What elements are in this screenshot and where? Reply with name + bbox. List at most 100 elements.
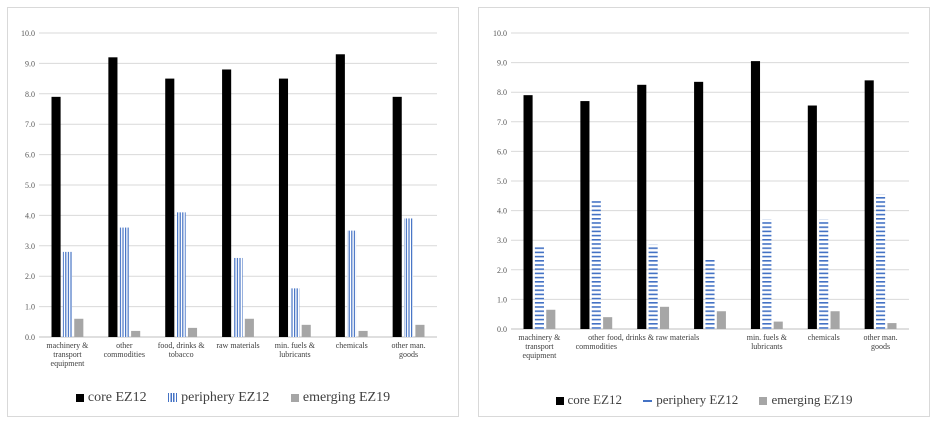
chart-left-plot: 0.0 1.0 2.0 3.0 4.0 5.0 6.0 7.0 8.0 9.0 10.0 machin…	[21, 29, 437, 368]
y-tick-label: 9.0	[497, 59, 507, 68]
y-tick-label: 1.0	[25, 303, 35, 312]
bar-periphery	[290, 288, 300, 337]
y-tick-label: 10.0	[493, 29, 507, 38]
legend-label-core: core EZ12	[87, 390, 147, 405]
x-category-label: min. fuels &	[747, 333, 788, 342]
x-category-label: equipment	[523, 351, 558, 360]
legend-item-periphery: periphery EZ12	[168, 390, 269, 406]
y-tick-label: 5.0	[497, 177, 507, 186]
legend-swatch-core	[75, 393, 84, 402]
x-category-label: equipment	[51, 359, 86, 368]
y-tick-label: 1.0	[497, 295, 507, 304]
y-tick-label: 9.0	[25, 59, 35, 68]
bar-periphery	[762, 219, 772, 329]
bar-periphery	[176, 212, 186, 337]
legend-item-emerging: emerging EZ19	[759, 392, 852, 408]
legend-swatch-periphery	[643, 400, 653, 403]
bar-emerging	[74, 318, 84, 337]
x-category-label: food, drinks & raw materials	[607, 333, 699, 342]
bar-emerging	[187, 327, 198, 337]
bar-core	[335, 54, 345, 337]
legend-swatch-periphery	[168, 393, 178, 403]
bar-emerging	[659, 306, 670, 329]
bar-periphery	[233, 257, 243, 337]
y-tick-label: 4.0	[25, 211, 35, 220]
legend-label-periphery: periphery EZ12	[656, 392, 739, 407]
bar-periphery	[876, 194, 886, 329]
x-category-label: other	[588, 333, 605, 342]
y-tick-label: 6.0	[25, 151, 35, 160]
bar-emerging	[415, 324, 425, 337]
x-category-label: tobacco	[169, 350, 194, 359]
bar-periphery	[404, 218, 414, 337]
x-category-label: min. fuels &	[275, 341, 316, 350]
y-tick-label: 2.0	[25, 272, 35, 281]
chart-left: 0.0 1.0 2.0 3.0 4.0 5.0 6.0 7.0 8.0 9.0 10.0 machin…	[7, 7, 459, 417]
x-category-label: goods	[871, 342, 890, 351]
x-category-label: chemicals	[808, 333, 840, 342]
y-tick-label: 7.0	[497, 118, 507, 127]
y-tick-label: 10.0	[21, 29, 35, 38]
bar-periphery	[62, 251, 72, 337]
y-tick-label: 7.0	[25, 120, 35, 129]
bar-core	[108, 57, 118, 337]
legend-swatch-emerging	[290, 393, 299, 402]
legend-item-core: core EZ12	[75, 390, 147, 406]
y-tick-label: 8.0	[25, 90, 35, 99]
legend-label-periphery: periphery EZ12	[181, 390, 270, 405]
y-tick-label: 4.0	[497, 207, 507, 216]
x-category-label: transport	[525, 342, 554, 351]
bar-core	[51, 96, 61, 337]
legend-swatch-emerging	[759, 397, 768, 406]
bar-core	[392, 96, 402, 337]
y-tick-label: 2.0	[497, 266, 507, 275]
y-tick-label: 3.0	[497, 236, 507, 245]
x-category-label: chemicals	[336, 341, 368, 350]
y-tick-label: 3.0	[25, 242, 35, 251]
x-category-label: lubricants	[279, 350, 311, 359]
bar-core	[864, 80, 874, 329]
bar-emerging	[131, 330, 141, 337]
bar-periphery	[648, 244, 658, 329]
legend-swatch-core	[555, 397, 564, 406]
legend-label-emerging: emerging EZ19	[771, 392, 853, 407]
bar-emerging	[603, 317, 613, 329]
bar-periphery	[119, 227, 129, 337]
bar-emerging	[358, 330, 368, 337]
legend-label-core: core EZ12	[567, 392, 623, 407]
bar-core	[165, 78, 175, 337]
x-category-label: other man.	[863, 333, 897, 342]
legend-item-emerging: emerging EZ19	[290, 390, 391, 406]
bar-core	[523, 95, 533, 329]
chart-right: 0.0 1.0 2.0 3.0 4.0 5.0 6.0 7.0 8.0 9.0 10.0 machin…	[478, 7, 930, 417]
bar-emerging	[830, 311, 840, 329]
bar-core	[222, 69, 232, 338]
x-category-label: raw materials	[216, 341, 259, 350]
bar-emerging	[716, 311, 726, 329]
y-tick-label: 6.0	[497, 147, 507, 156]
y-tick-label: 8.0	[497, 88, 507, 97]
bar-core	[750, 61, 761, 330]
x-category-label: commodities	[576, 342, 617, 351]
bar-emerging	[546, 309, 556, 329]
x-category-label: machinery &	[518, 333, 561, 342]
bar-emerging	[244, 318, 254, 337]
bar-core	[278, 78, 289, 337]
x-category-label: other man.	[391, 341, 425, 350]
y-tick-label: 0.0	[25, 333, 35, 342]
bar-emerging	[301, 324, 311, 337]
bar-periphery	[819, 219, 829, 329]
x-category-label: machinery &	[46, 341, 89, 350]
x-category-label: food, drinks &	[158, 341, 206, 350]
legend-label-emerging: emerging EZ19	[302, 390, 391, 405]
bar-core	[694, 81, 704, 329]
x-category-label: commodities	[104, 350, 145, 359]
bar-periphery	[591, 200, 601, 329]
x-category-label: other	[116, 341, 133, 350]
y-tick-label: 5.0	[25, 181, 35, 190]
y-tick-label: 0.0	[497, 325, 507, 334]
x-category-label: lubricants	[751, 342, 783, 351]
bar-periphery	[705, 259, 715, 329]
x-category-label: transport	[53, 350, 82, 359]
legend-item-periphery: periphery EZ12	[643, 392, 738, 408]
